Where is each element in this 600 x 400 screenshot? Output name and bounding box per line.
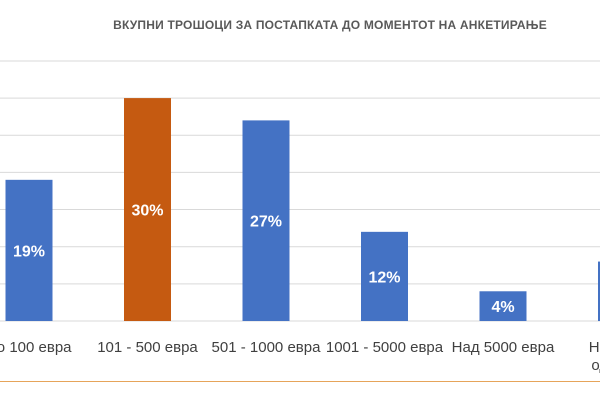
category-label: Над 5000 евра [452,339,555,356]
bar [5,179,53,321]
category-label: Не знам / [589,339,600,356]
bar [598,261,600,321]
category-label: 501 - 1000 евра [212,339,322,356]
category-label: 1001 - 5000 евра [326,339,444,356]
data-label: 4% [491,299,514,316]
bar [479,291,527,321]
bar [242,120,290,321]
data-label: 19% [13,243,45,260]
bar [361,231,408,321]
category-label: До 100 евра [0,339,72,356]
bar [124,98,171,321]
category-label: 101 - 500 евра [97,339,198,356]
category-label: одбивам [591,357,600,374]
data-label: 30% [131,203,163,220]
data-label: 12% [368,269,400,286]
bottom-rule [0,381,600,382]
chart-title: ВКУПНИ ТРОШОЦИ ЗА ПОСТАПКАТА ДО МОМЕНТОТ… [113,18,547,32]
data-label: 27% [250,214,282,231]
